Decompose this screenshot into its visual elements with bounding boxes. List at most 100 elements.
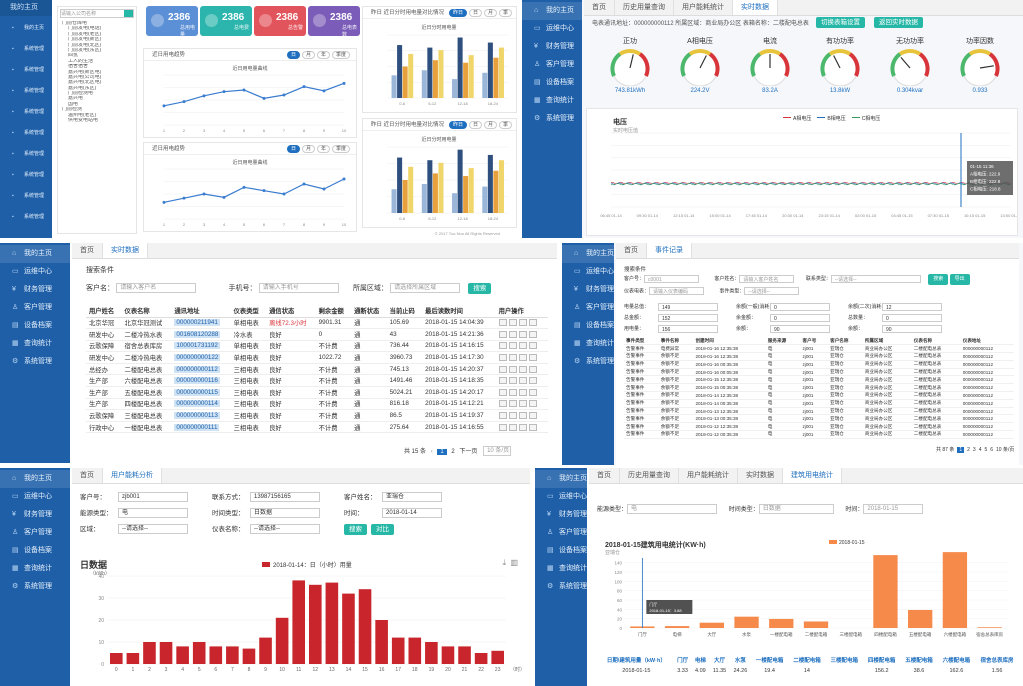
sidebar-item-monitor[interactable]: ▭ 运维中心	[535, 488, 587, 506]
prev-icon[interactable]: ‹	[430, 449, 433, 455]
period-pill[interactable]: 月	[483, 9, 497, 17]
table-row[interactable]: 告警事件 余额不足 2018-01-13 00:35:38 电 zj001 亚瑞仓 商业局办…	[624, 414, 1014, 424]
edit-icon[interactable]	[508, 400, 517, 408]
print-icon[interactable]	[498, 365, 507, 373]
tree-node[interactable]: 嘉兴电(北区电)	[68, 80, 102, 86]
tab-item[interactable]: 实时数据	[738, 468, 783, 483]
tab-item[interactable]: 用户能耗分析	[103, 468, 162, 483]
table-row[interactable]: 研发中心 二楼冷热电表 000000000122 单相电表 良好 1022.72 通 3960…	[86, 351, 548, 364]
edit-icon[interactable]	[508, 388, 517, 396]
customer-no-input[interactable]: c0001	[644, 274, 700, 283]
sidebar-item-home[interactable]: ⌂ 我的主页	[535, 470, 587, 488]
close-icon[interactable]	[528, 423, 537, 431]
field-input[interactable]: 电	[118, 508, 188, 519]
table-row[interactable]: 告警事件 余额不足 2018-01-12 00:35:38 电 zj001 亚瑞仓 商业局办…	[624, 430, 1014, 439]
sidebar-item-home[interactable]: ⌂ 我的主页	[562, 245, 614, 263]
check-icon[interactable]	[518, 388, 527, 396]
page-button[interactable]: 1	[957, 447, 965, 453]
page-button[interactable]: 5	[984, 447, 988, 453]
check-icon[interactable]	[518, 353, 527, 361]
summary-value[interactable]: 149	[658, 303, 718, 311]
sidebar-item-monitor[interactable]: ▭ 运维中心	[522, 20, 582, 38]
edit-icon[interactable]	[508, 411, 517, 419]
period-pill[interactable]: 季	[498, 121, 512, 129]
page-button[interactable]: 3	[972, 447, 976, 453]
sidebar-item[interactable]: ▪ 系统管理	[0, 123, 52, 144]
table-row[interactable]: 告警事件 余额不足 2018-01-13 12:35:38 电 zj001 亚瑞仓 商业局办…	[624, 407, 1014, 416]
table-row[interactable]: 告警事件 余额不足 2018-01-12 12:35:38 电 zj001 亚瑞仓 商业局办…	[624, 422, 1014, 432]
period-pill[interactable]: 日	[286, 51, 300, 59]
tab-item[interactable]: 历史用量查询	[620, 468, 679, 483]
sidebar-item-user[interactable]: ♙ 客户管理	[535, 524, 587, 542]
check-icon[interactable]	[518, 342, 527, 350]
sidebar-item-gear[interactable]: ⚙ 系统管理	[522, 110, 582, 128]
period-pill[interactable]: 月	[301, 51, 315, 59]
summary-value[interactable]: 0	[770, 314, 830, 322]
table-row[interactable]: 生产部 五楼配电总表 000000000115 三相电表 良好 不计费 通 5024.21 20…	[86, 386, 548, 399]
page-button[interactable]: 4	[978, 447, 982, 453]
tree-node[interactable]: 宿舍宿舍	[68, 64, 89, 70]
edit-icon[interactable]	[508, 377, 517, 385]
print-icon[interactable]	[498, 353, 507, 361]
tree-search-input[interactable]: 请输入公司名称	[60, 9, 134, 18]
check-icon[interactable]	[518, 411, 527, 419]
close-icon[interactable]	[528, 365, 537, 373]
sidebar-item-stats[interactable]: ▦ 查询统计	[0, 560, 70, 578]
sidebar-item[interactable]: ▪ 系统管理	[0, 207, 52, 228]
sidebar-item[interactable]: ▪ 系统管理	[0, 165, 52, 186]
check-icon[interactable]	[518, 400, 527, 408]
sidebar-item[interactable]: ▪ 系统管理	[0, 102, 52, 123]
sidebar-item-home[interactable]: ⌂ 我的主页	[0, 470, 70, 488]
tab-item[interactable]: 实时数据	[733, 0, 778, 15]
search-button[interactable]: 搜索	[928, 274, 949, 285]
field-input[interactable]: 2018-01-14	[382, 508, 442, 519]
sidebar-item[interactable]: ▪ 系统管理	[0, 144, 52, 165]
edit-icon[interactable]	[508, 330, 517, 338]
table-row[interactable]: 云歌保障 宿舍总表库房 100001731192 单相电表 良好 不计费 通 736.44 20…	[86, 340, 548, 353]
close-icon[interactable]	[528, 319, 537, 327]
period-pill[interactable]: 季度	[331, 145, 350, 153]
table-row[interactable]: 告警事件 余额不足 2018-01-16 00:35:38 电 zj001 亚瑞仓 商业局办…	[624, 360, 1014, 369]
table-row[interactable]: 告警事件 余额不足 2018-01-14 00:35:38 电 zj001 亚瑞仓 商业局办…	[624, 399, 1014, 408]
tree-node[interactable]: 门前发电(东区)	[68, 47, 102, 53]
period-pill[interactable]: 季	[498, 9, 512, 17]
sidebar-item-device[interactable]: ▤ 设备档案	[0, 542, 70, 560]
summary-value[interactable]: 152	[658, 314, 718, 322]
period-pill[interactable]: 月	[301, 145, 315, 153]
print-icon[interactable]	[498, 319, 507, 327]
print-icon[interactable]	[498, 400, 507, 408]
tab-item[interactable]: 用户能耗统计	[679, 468, 738, 483]
chart-download-icon[interactable]: ⤓	[502, 558, 506, 567]
print-icon[interactable]	[498, 411, 507, 419]
area-select[interactable]: 请选择所属区域	[390, 283, 461, 293]
period-pill[interactable]: 月	[483, 121, 497, 129]
tree-node[interactable]: 四氢	[68, 53, 79, 59]
table-row[interactable]: 生产部 四楼配电总表 000000000114 三相电表 良好 不计费 通 816.18 201…	[86, 398, 548, 411]
table-row[interactable]: 告警事件 余额不足 2018-01-15 12:35:38 电 zj001 亚瑞仓 商业局办…	[624, 375, 1014, 385]
print-icon[interactable]	[498, 330, 507, 338]
tree-node[interactable]: 门前检测	[62, 107, 83, 113]
sidebar-item-stats[interactable]: ▦ 查询统计	[522, 92, 582, 110]
sidebar-item-gear[interactable]: ⚙ 系统管理	[0, 353, 70, 371]
field-input[interactable]: zjb001	[118, 492, 188, 503]
summary-value[interactable]: 156	[658, 325, 718, 333]
table-row[interactable]: 云歌保障 三楼配电总表 000000000113 三相电表 良好 不计费 通 86.5 2018…	[86, 409, 548, 422]
field-input[interactable]: 13987156165	[250, 492, 320, 503]
close-icon[interactable]	[528, 388, 537, 396]
table-row[interactable]: 告警事件 余额不足 2018-01-16 12:35:38 电 zj001 亚瑞仓 商业局办…	[624, 352, 1014, 361]
close-icon[interactable]	[528, 377, 537, 385]
search-button[interactable]: 搜索	[344, 524, 367, 535]
print-icon[interactable]	[498, 423, 507, 431]
page-button[interactable]: 6	[990, 447, 994, 453]
sidebar-item-user[interactable]: ♙ 客户管理	[0, 299, 70, 317]
back-realtime-button[interactable]: 返回实时数据	[874, 17, 923, 28]
tab-item[interactable]: 首页	[616, 243, 647, 258]
print-icon[interactable]	[498, 377, 507, 385]
sidebar-item-monitor[interactable]: ▭ 运维中心	[0, 488, 70, 506]
table-row[interactable]: 告警事件 电费异常 2018-01-16 12:35:38 电 zj001 亚瑞仓 商业局办…	[624, 344, 1014, 354]
sidebar-item-money[interactable]: ¥ 财务管理	[562, 281, 614, 299]
sidebar-item-stats[interactable]: ▦ 查询统计	[535, 560, 587, 578]
next-button[interactable]: 下一页	[459, 449, 478, 455]
customer-input[interactable]: 请输入客户名	[116, 283, 197, 293]
page-button[interactable]: 2	[967, 447, 970, 453]
